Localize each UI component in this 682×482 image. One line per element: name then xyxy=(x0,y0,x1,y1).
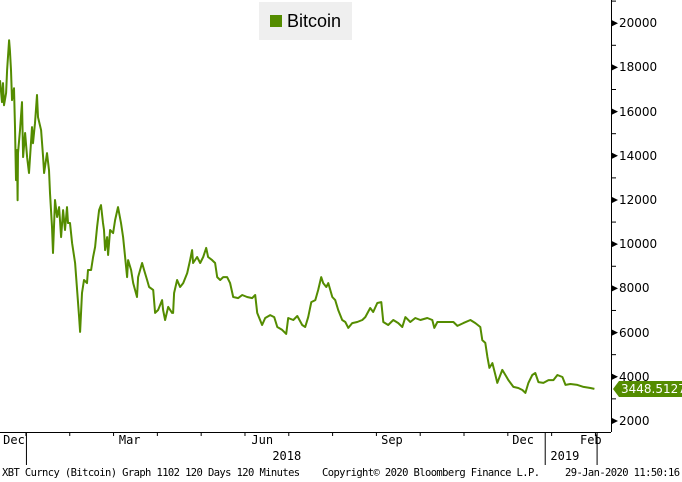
y-tick-label: 18000 xyxy=(619,60,658,75)
y-tick-mark xyxy=(612,20,618,27)
x-month-label: Mar xyxy=(118,433,141,447)
y-tick-mark xyxy=(612,64,618,71)
x-month-label: Jun xyxy=(251,433,274,447)
y-tick-label: 6000 xyxy=(619,325,650,340)
y-tick-mark xyxy=(612,329,618,336)
last-price-tag: 3448.5127 xyxy=(613,380,682,397)
footer-security-info: XBT Curncy (Bitcoin) Graph 1102 120 Days… xyxy=(2,467,300,479)
y-tick-mark xyxy=(612,285,618,292)
legend: Bitcoin xyxy=(259,2,352,40)
x-month-label: Sep xyxy=(381,433,403,447)
y-tick-mark xyxy=(612,152,618,159)
y-tick-label: 14000 xyxy=(619,148,658,163)
x-year-label: 2019 xyxy=(550,449,580,463)
bitcoin-price-line xyxy=(0,39,595,394)
y-tick-label: 20000 xyxy=(619,16,658,31)
footer-copyright: Copyright© 2020 Bloomberg Finance L.P. xyxy=(322,467,540,479)
footer-timestamp: 29-Jan-2020 11:50:16 xyxy=(565,467,680,479)
y-tick-label: 16000 xyxy=(619,104,658,119)
x-month-label: Dec xyxy=(3,433,25,447)
legend-swatch xyxy=(269,15,282,27)
y-tick-mark xyxy=(612,373,618,380)
y-tick-mark xyxy=(612,241,618,248)
y-tick-label: 2000 xyxy=(619,413,650,428)
y-tick-mark xyxy=(612,417,618,424)
y-tick-label: 8000 xyxy=(619,281,650,296)
legend-label: Bitcoin xyxy=(286,10,342,31)
y-tick-mark xyxy=(612,108,618,115)
y-tick-label: 12000 xyxy=(619,192,658,207)
y-tick-label: 10000 xyxy=(619,237,658,252)
y-tick-mark xyxy=(612,196,618,203)
y-tick-label: 4000 xyxy=(619,369,650,384)
x-month-label: Dec xyxy=(512,433,534,447)
x-month-label: Feb xyxy=(579,433,602,447)
x-year-label: 2018 xyxy=(272,449,302,463)
